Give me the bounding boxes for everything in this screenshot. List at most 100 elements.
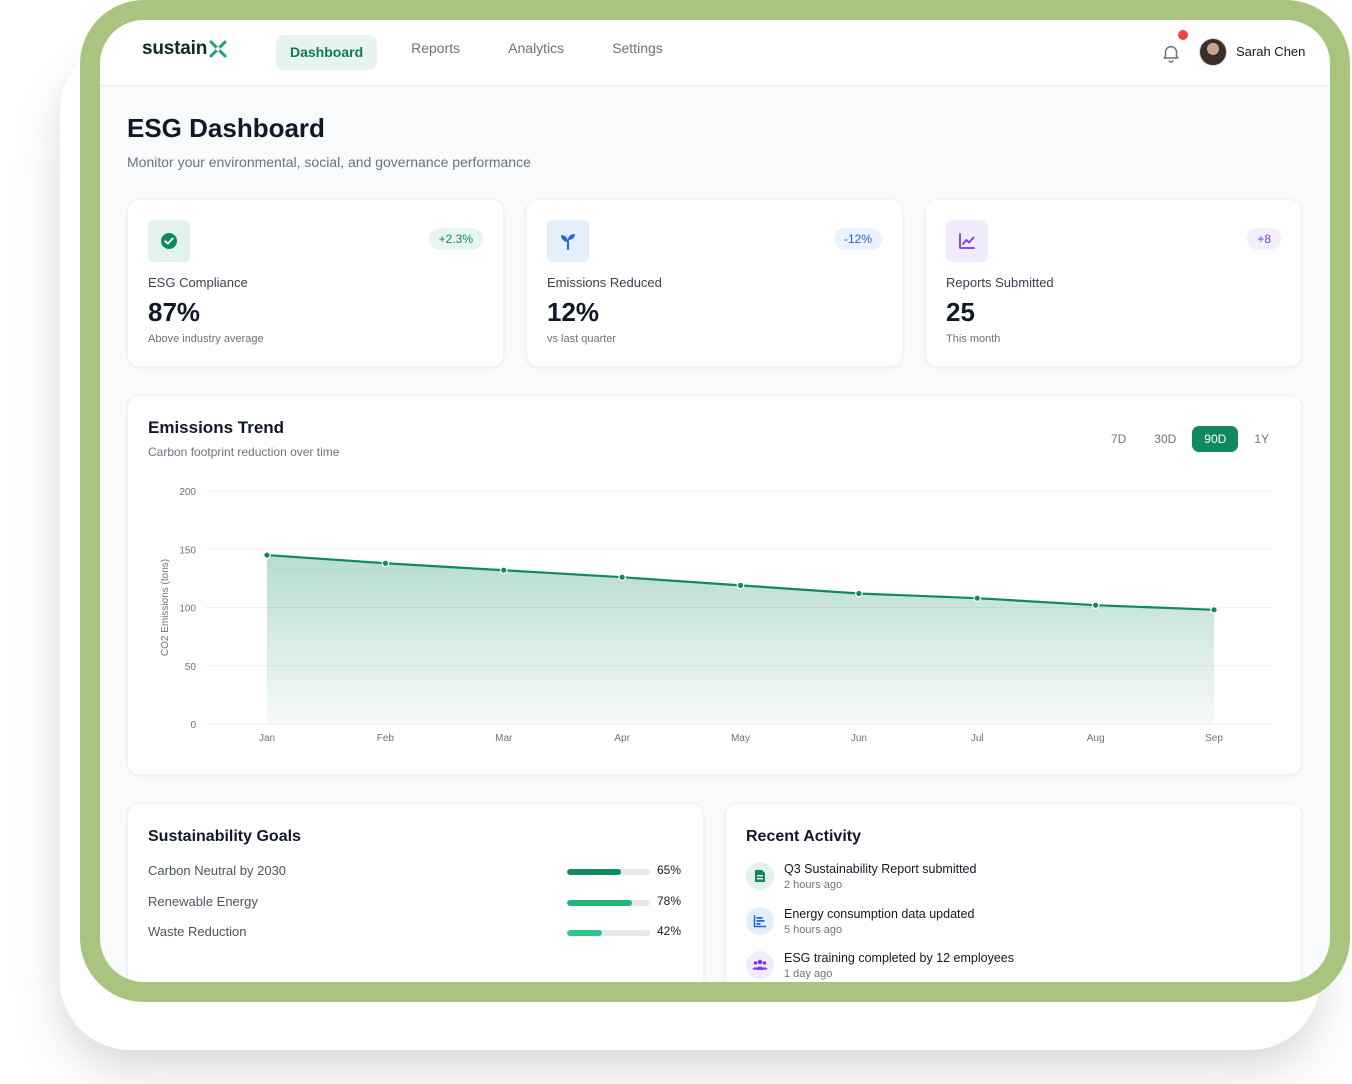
x-tick-label: Jul bbox=[971, 733, 984, 744]
compliance-note: Above industry average bbox=[148, 333, 264, 345]
data-point bbox=[499, 566, 508, 575]
stat-card-reports[interactable]: +8 Reports Submitted 25 This month bbox=[925, 199, 1302, 367]
emissions-badge: -12% bbox=[833, 228, 882, 250]
y-tick-label: 100 bbox=[179, 604, 196, 615]
compliance-value: 87% bbox=[148, 297, 201, 327]
activity-time: 5 hours ago bbox=[784, 924, 843, 936]
emissions-icon-box bbox=[547, 220, 589, 262]
goal-label: Carbon Neutral by 2030 bbox=[148, 863, 287, 878]
data-point bbox=[736, 581, 745, 590]
nav-reports[interactable]: Reports bbox=[411, 40, 461, 56]
goal-progress-fill bbox=[567, 930, 602, 936]
data-point bbox=[855, 589, 863, 598]
activity-item[interactable]: Q3 Sustainability Report submitted 2 hou… bbox=[746, 862, 1266, 898]
x-tick-label: Jun bbox=[851, 733, 867, 744]
goal-row: Waste Reduction 42% bbox=[148, 924, 683, 944]
activity-time: 1 day ago bbox=[784, 968, 833, 980]
stat-card-compliance[interactable]: +2.3% ESG Compliance 87% Above industry … bbox=[127, 199, 504, 367]
goal-progress-fill bbox=[567, 900, 632, 906]
emissions-trend-card: Emissions Trend Carbon footprint reducti… bbox=[127, 395, 1302, 775]
document-icon bbox=[746, 862, 774, 890]
users-icon bbox=[746, 951, 774, 979]
goal-progress-track bbox=[567, 930, 650, 936]
reports-value: 25 bbox=[946, 297, 975, 327]
data-point bbox=[381, 559, 390, 568]
range-7d-button[interactable]: 7D bbox=[1110, 432, 1127, 446]
compliance-icon-box bbox=[148, 220, 190, 262]
top-navigation-bar: sustain Dashboard Reports Analytics Sett… bbox=[100, 20, 1330, 86]
y-tick-label: 50 bbox=[185, 662, 197, 673]
x-tick-label: Aug bbox=[1087, 733, 1105, 744]
y-axis-label: CO2 Emissions (tons) bbox=[160, 559, 171, 656]
y-tick-label: 150 bbox=[179, 545, 196, 556]
page-title: ESG Dashboard bbox=[127, 113, 325, 143]
bar-chart-icon bbox=[746, 907, 774, 935]
compliance-label: ESG Compliance bbox=[148, 275, 248, 290]
avatar[interactable] bbox=[1199, 38, 1227, 66]
activity-title-text: Energy consumption data updated bbox=[784, 907, 975, 921]
notification-dot bbox=[1178, 30, 1188, 40]
x-tick-label: Jan bbox=[259, 733, 275, 744]
chart-subtitle: Carbon footprint reduction over time bbox=[148, 445, 340, 459]
data-point bbox=[263, 551, 271, 559]
goals-title: Sustainability Goals bbox=[148, 828, 301, 845]
range-90d-button[interactable]: 90D bbox=[1192, 426, 1239, 452]
range-1y-button[interactable]: 1Y bbox=[1254, 432, 1269, 446]
y-tick-label: 200 bbox=[179, 487, 196, 498]
x-tick-label: May bbox=[731, 733, 750, 744]
goal-row: Renewable Energy 78% bbox=[148, 894, 683, 914]
reports-icon-box bbox=[946, 220, 988, 262]
emissions-note: vs last quarter bbox=[547, 333, 617, 345]
sprout-icon bbox=[561, 234, 575, 250]
sustainability-goals-card: Sustainability Goals Carbon Neutral by 2… bbox=[127, 803, 704, 982]
logo[interactable]: sustain bbox=[142, 38, 228, 60]
reports-badge: +8 bbox=[1247, 228, 1281, 250]
data-point bbox=[1091, 601, 1100, 609]
x-tick-label: Sep bbox=[1205, 733, 1223, 744]
nav-dashboard[interactable]: Dashboard bbox=[276, 35, 378, 70]
reports-note: This month bbox=[946, 333, 1001, 345]
area-fill bbox=[267, 555, 1214, 724]
emissions-area-chart: 0 50 100 150 200 CO2 Emissions (tons) Jan Feb Ma… bbox=[160, 487, 1273, 744]
bell-icon[interactable] bbox=[1160, 42, 1182, 64]
x-tick-label: Feb bbox=[377, 733, 395, 744]
goal-percent: 65% bbox=[657, 863, 682, 877]
goal-label: Waste Reduction bbox=[148, 924, 247, 939]
activity-title-text: ESG training completed by 12 employees bbox=[784, 951, 1014, 965]
data-point bbox=[1210, 606, 1218, 614]
line-chart-icon bbox=[959, 233, 975, 249]
recent-activity-card: Recent Activity Q3 Sustainability Report… bbox=[725, 803, 1302, 982]
logo-text: sustain bbox=[142, 38, 208, 59]
activity-title: Recent Activity bbox=[746, 828, 861, 845]
goal-progress-track bbox=[567, 900, 650, 906]
stat-card-emissions[interactable]: -12% Emissions Reduced 12% vs last quart… bbox=[526, 199, 903, 367]
app-screen: sustain Dashboard Reports Analytics Sett… bbox=[100, 20, 1330, 982]
activity-item[interactable]: ESG training completed by 12 employees 1… bbox=[746, 951, 1266, 982]
activity-title-text: Q3 Sustainability Report submitted bbox=[784, 862, 977, 876]
goal-progress-track bbox=[567, 869, 650, 875]
page-subtitle: Monitor your environmental, social, and … bbox=[127, 154, 531, 170]
goal-percent: 42% bbox=[657, 924, 682, 938]
time-range-selector: 7D 30D 90D 1Y bbox=[1095, 426, 1281, 452]
y-tick-label: 0 bbox=[190, 720, 196, 731]
range-30d-button[interactable]: 30D bbox=[1154, 432, 1177, 446]
reports-label: Reports Submitted bbox=[946, 275, 1054, 290]
activity-item[interactable]: Energy consumption data updated 5 hours … bbox=[746, 907, 1266, 943]
main-nav: Dashboard Reports Analytics Settings bbox=[276, 35, 697, 70]
nav-settings[interactable]: Settings bbox=[612, 40, 663, 56]
activity-time: 2 hours ago bbox=[784, 879, 843, 891]
data-point bbox=[618, 573, 626, 582]
emissions-value: 12% bbox=[547, 297, 600, 327]
goal-label: Renewable Energy bbox=[148, 894, 258, 909]
data-point bbox=[973, 594, 982, 602]
goal-percent: 78% bbox=[657, 894, 682, 908]
check-circle-icon bbox=[161, 233, 177, 249]
emissions-label: Emissions Reduced bbox=[547, 275, 662, 290]
nav-analytics[interactable]: Analytics bbox=[508, 40, 565, 56]
logo-x-icon bbox=[209, 40, 227, 58]
goal-row: Carbon Neutral by 2030 65% bbox=[148, 863, 683, 883]
x-tick-label: Apr bbox=[614, 733, 630, 744]
compliance-badge: +2.3% bbox=[428, 228, 483, 250]
user-name[interactable]: Sarah Chen bbox=[1236, 44, 1306, 59]
x-tick-label: Mar bbox=[495, 733, 513, 744]
